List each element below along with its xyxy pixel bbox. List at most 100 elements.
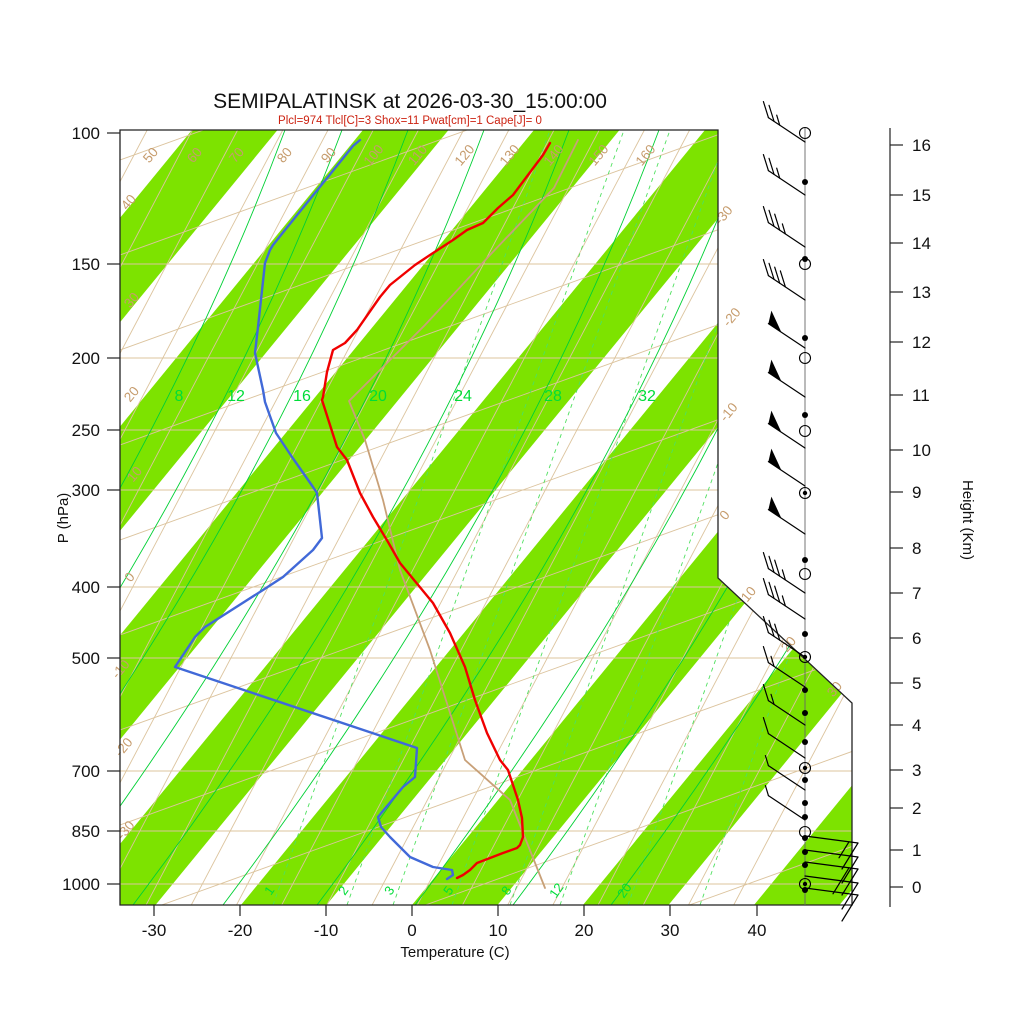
wind-barb [762, 577, 806, 620]
height-tick-label: 9 [912, 483, 921, 502]
pressure-tick-label: 200 [72, 349, 100, 368]
temperature-tick-label: -30 [142, 921, 167, 940]
dewpoint-curve [173, 138, 455, 881]
chart-title: SEMIPALATINSK at 2026-03-30_15:00:00 [213, 90, 607, 113]
temperature-axis: -30 -20 -10 0 10 20 30 40 [142, 905, 767, 940]
wind-barb-column [762, 100, 859, 922]
pressure-tick-label: 700 [72, 762, 100, 781]
adiabat-label: 50 [140, 145, 161, 166]
height-tick-label: 1 [912, 841, 921, 860]
pressure-axis: 100 150 200 250 300 400 500 700 850 1000 [62, 124, 120, 894]
height-tick-label: 0 [912, 878, 921, 897]
profile-curves [173, 138, 579, 889]
mixing-ratio-label: 20 [614, 880, 635, 900]
station-dot-marker [802, 800, 808, 806]
pressure-axis-title: P (hPa) [55, 493, 72, 544]
station-dot-marker [802, 739, 808, 745]
moist-adiabat-lines [120, 130, 852, 905]
mixing-ratio-label: 2 [335, 883, 351, 898]
adiabat-label: 60 [184, 145, 205, 166]
height-tick-label: 8 [912, 539, 921, 558]
station-dot-marker [802, 256, 808, 262]
height-tick-label: 12 [912, 333, 931, 352]
wind-barb [762, 615, 806, 658]
station-circle-marker [798, 486, 812, 500]
station-circle-marker [798, 761, 812, 775]
station-dot-marker [802, 777, 808, 783]
mixing-ratio-label: 3 [381, 883, 397, 898]
height-axis-title: Height (Km) [959, 480, 976, 560]
station-dot-marker [802, 631, 808, 637]
station-dot-marker [802, 335, 808, 341]
temperature-tick-label: -10 [314, 921, 339, 940]
pressure-tick-label: 100 [72, 124, 100, 143]
wind-barb [762, 259, 806, 301]
moist-adiabat-label: 16 [293, 388, 311, 405]
pressure-tick-label: 1000 [62, 875, 100, 894]
temperature-tick-label: 0 [407, 921, 416, 940]
moist-adiabat-label: 28 [544, 388, 562, 405]
wind-barb [762, 206, 806, 248]
parcel-path-curve [348, 139, 579, 889]
station-dot-marker [802, 687, 808, 693]
pressure-tick-label: 300 [72, 481, 100, 500]
station-dot-marker [802, 557, 808, 563]
wind-barb [762, 551, 806, 594]
adiabat-label: 80 [274, 145, 295, 166]
wind-barb-surface [804, 887, 859, 922]
temperature-curve [320, 141, 552, 880]
wind-barb [767, 410, 806, 449]
height-tick-label: 4 [912, 716, 921, 735]
wind-barb [762, 154, 806, 196]
adiabat-label: 40 [118, 192, 139, 213]
isotherm-stripes [120, 130, 852, 905]
pressure-tick-label: 500 [72, 649, 100, 668]
height-tick-label: 2 [912, 799, 921, 818]
station-circle-marker [798, 126, 812, 140]
pressure-tick-label: 400 [72, 578, 100, 597]
adiabat-label: -10 [717, 400, 741, 425]
wind-barb [767, 359, 806, 398]
height-tick-label: 3 [912, 761, 921, 780]
plot-border [119, 129, 853, 906]
station-circle-dot [802, 490, 808, 496]
pressure-tick-label: 150 [72, 255, 100, 274]
station-circle-dot [802, 881, 808, 887]
adiabat-label: 30 [824, 679, 845, 700]
adiabat-label: 10 [124, 464, 145, 485]
mixing-ratio-lines [272, 130, 852, 905]
wind-barb-surface [804, 875, 859, 910]
wind-barb [767, 310, 806, 349]
station-circle-marker [798, 351, 812, 365]
wind-barb [767, 496, 806, 535]
height-tick-label: 11 [912, 386, 930, 405]
adiabat-label: -20 [720, 305, 744, 330]
station-circle-dot [802, 765, 808, 771]
wind-barb [762, 716, 806, 759]
height-tick-label: 5 [912, 674, 921, 693]
adiabat-label: -20 [112, 735, 136, 760]
temperature-tick-label: 40 [748, 921, 767, 940]
temperature-tick-label: 10 [489, 921, 508, 940]
moist-adiabat-label: 20 [369, 388, 387, 405]
temperature-tick-label: -20 [228, 921, 253, 940]
temperature-tick-label: 20 [575, 921, 594, 940]
wind-barb [762, 645, 806, 688]
wind-barb [764, 784, 806, 821]
mixing-ratio-label: 12 [546, 880, 567, 900]
station-dot-marker [802, 412, 808, 418]
moist-adiabat-label: 8 [175, 388, 184, 405]
wind-barb [764, 754, 806, 791]
adiabat-label: 20 [121, 384, 142, 405]
adiabat-label: 0 [716, 507, 732, 522]
adiabat-label: 70 [226, 145, 247, 166]
height-tick-label: 16 [912, 136, 931, 155]
temperature-tick-label: 30 [661, 921, 680, 940]
height-tick-label: 6 [912, 629, 921, 648]
adiabat-label: 30 [121, 290, 142, 311]
pressure-tick-label: 850 [72, 822, 100, 841]
